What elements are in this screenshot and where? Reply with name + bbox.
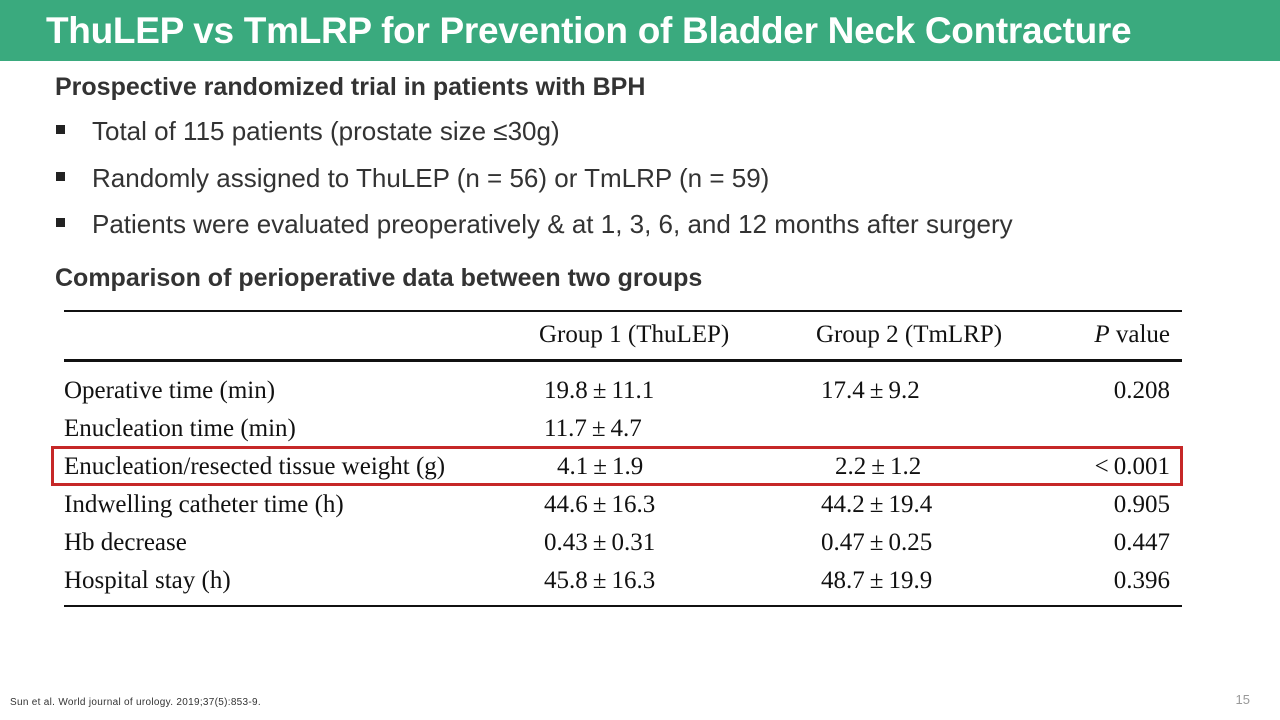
bullet-square-icon: [56, 172, 65, 181]
group1-value: 19.8 ± 11.1: [544, 377, 655, 404]
bullet-item: Randomly assigned to ThuLEP (n = 56) or …: [56, 161, 1236, 195]
bullet-text: Patients were evaluated preoperatively &…: [92, 209, 1013, 239]
p-value: 0.396: [1113, 567, 1170, 594]
row-label: Enucleation/resected tissue weight (g): [64, 453, 446, 480]
bullet-square-icon: [56, 218, 65, 227]
group2-value: 48.7 ± 19.9: [821, 567, 933, 594]
header-p-italic: P: [1094, 321, 1110, 348]
group1-value: 44.6 ± 16.3: [544, 491, 656, 518]
title-bar: ThuLEP vs TmLRP for Prevention of Bladde…: [0, 0, 1280, 61]
bullet-text: Total of 115 patients (prostate size ≤30…: [92, 116, 560, 146]
bullet-square-icon: [56, 125, 65, 134]
citation-footnote: Sun et al. World journal of urology. 201…: [10, 697, 261, 708]
table-row: Operative time (min) 19.8 ± 11.1 17.4 ± …: [64, 372, 1182, 410]
slide-title: ThuLEP vs TmLRP for Prevention of Bladde…: [46, 10, 1132, 51]
table-row: Indwelling catheter time (h) 44.6 ± 16.3…: [64, 486, 1182, 524]
header-p-rest: value: [1109, 321, 1170, 348]
group2-value: 17.4 ± 9.2: [821, 377, 920, 404]
table-row: Hb decrease 0.43 ± 0.31 0.47 ± 0.25 0.44…: [64, 524, 1182, 562]
bullet-item: Patients were evaluated preoperatively &…: [56, 207, 1236, 241]
subheading-comparison: Comparison of perioperative data between…: [55, 264, 703, 292]
group1-value: 11.7 ± 4.7: [544, 415, 642, 442]
group2-value: 0.47 ± 0.25: [821, 529, 933, 556]
bullet-item: Total of 115 patients (prostate size ≤30…: [56, 114, 1236, 148]
p-value: 0.905: [1113, 491, 1170, 518]
group2-value: 2.2 ± 1.2: [835, 453, 922, 480]
p-value: < 0.001: [1094, 453, 1170, 480]
table-bottom-rule: [64, 605, 1182, 607]
page-number: 15: [1235, 692, 1250, 707]
bullet-text: Randomly assigned to ThuLEP (n = 56) or …: [92, 163, 770, 193]
highlight-box: [51, 446, 1183, 486]
table-row: Enucleation time (min) 11.7 ± 4.7: [64, 410, 1182, 448]
row-label: Hospital stay (h): [64, 567, 231, 594]
table-top-rule: [64, 310, 1182, 312]
row-label: Enucleation time (min): [64, 415, 296, 442]
group1-value: 45.8 ± 16.3: [544, 567, 656, 594]
subheading-trial: Prospective randomized trial in patients…: [55, 73, 646, 101]
p-value: 0.208: [1113, 377, 1170, 404]
group1-value: 0.43 ± 0.31: [544, 529, 656, 556]
group1-value: 4.1 ± 1.9: [557, 453, 644, 480]
p-value: 0.447: [1113, 529, 1170, 556]
header-group2: Group 2 (TmLRP): [816, 321, 1003, 348]
table-row-highlighted: Enucleation/resected tissue weight (g) 4…: [64, 448, 1182, 486]
header-p-value: P value: [1094, 318, 1170, 352]
row-label: Indwelling catheter time (h): [64, 491, 344, 518]
header-group1: Group 1 (ThuLEP): [539, 321, 730, 348]
row-label: Hb decrease: [64, 529, 187, 556]
table-row: Hospital stay (h) 45.8 ± 16.3 48.7 ± 19.…: [64, 562, 1182, 600]
table-header-rule: [64, 359, 1182, 362]
group2-value: 44.2 ± 19.4: [821, 491, 933, 518]
row-label: Operative time (min): [64, 377, 276, 404]
